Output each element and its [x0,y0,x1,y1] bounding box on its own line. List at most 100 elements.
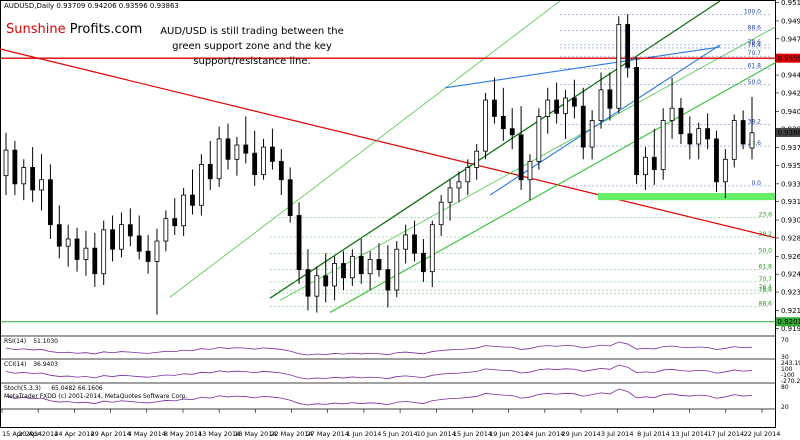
bearish-candle [190,194,195,206]
bearish-candle [145,250,151,262]
bullish-candle [119,224,124,250]
bullish-candle [21,167,27,185]
bullish-candle [722,158,728,183]
date-tick-label: 10 Jun 2014 [417,430,456,438]
price-badge [776,127,800,137]
indicator-value: 51.1030 [33,338,58,345]
trend-line [489,44,721,196]
bullish-candle [447,187,453,203]
price-tick-label: 0.94070 [781,108,800,116]
bullish-candle [163,218,169,242]
date-tick-label: 20 Apr 2014 [18,430,58,438]
indicator-line [5,364,753,380]
fib-upper-label: 61.8 [748,62,762,69]
bearish-candle [270,146,275,162]
bullish-candle [429,224,435,273]
fib-upper-label: 70.7 [748,50,762,57]
date-tick-label: 29 Apr 2014 [90,430,130,438]
bearish-candle [172,218,178,227]
price-tick-label: 0.93540 [781,162,800,170]
indicator-name: CCI(14) [4,361,26,368]
bearish-candle [385,269,391,291]
price-tick-label: 0.91945 [781,325,800,333]
bullish-candle [749,132,755,149]
bearish-candle [421,252,426,273]
bearish-candle [278,160,284,181]
price-tick-label: 0.93185 [781,198,800,206]
copyright-text: MetaTrader FXDD (c) 2001-2014, MetaQuote… [4,393,187,400]
indicator-level-label: 80 [781,384,789,391]
fib-lower-label: 38.2 [759,231,773,238]
fib-upper-label: 76.4 [748,42,762,49]
bullish-candle [669,107,675,121]
bearish-candle [651,156,657,170]
bullish-candle [474,150,480,168]
fib-upper-label: 100.0 [744,8,761,15]
price-tick-label: 0.95135 [781,0,800,7]
date-tick-label: 5 Jun 2014 [383,430,418,438]
bullish-candle [367,259,373,275]
bullish-candle [589,120,595,148]
symbol-ohlc-line: AUDUSD,Daily 0.93709 0.94206 0.93596 0.9… [4,2,179,10]
date-tick-label: 15 Apr 2014 [2,430,42,438]
fib-lower-label: 23.6 [759,212,773,219]
bearish-candle [678,107,684,135]
green-support-zone [598,193,775,201]
price-badge [776,317,800,327]
trend-line [169,0,561,298]
date-tick-label: 8 Jul 2014 [637,430,670,438]
fib-upper-label: 23.6 [748,140,762,147]
brand-part-1: Sunshine [6,22,70,37]
date-tick-label: 27 May 2014 [307,430,349,438]
bullish-candle [198,164,204,206]
price-tick-label: 0.93360 [781,180,800,188]
date-tick-label: 13 May 2014 [198,430,240,438]
bearish-candle [687,133,693,145]
fib-lower-label: 70.7 [759,276,773,283]
bearish-candle [12,149,18,185]
indicator-level-label: 70 [781,337,789,344]
fib-lower-label: 88.6 [759,300,773,307]
bearish-candle [207,164,213,180]
price-tick-label: 0.93715 [781,144,800,152]
bullish-candle [616,24,622,109]
trend-line [269,0,721,299]
bullish-candle [394,248,400,291]
indicator-level-label: 30 [781,354,789,361]
bullish-candle [456,181,462,189]
bearish-candle [296,215,302,271]
bullish-candle [598,89,604,121]
price-badge-label: 0.93863 [778,129,800,137]
bearish-candle [580,105,586,148]
bearish-candle [341,263,346,279]
chart-annotation: AUD/USD is still trading between the gre… [160,26,344,67]
date-tick-label: 15 Jun 2014 [453,430,492,438]
bullish-candle [527,160,533,181]
bullish-candle [403,234,409,250]
price-tick-label: 0.94955 [781,17,800,25]
date-tick-label: 19 Jun 2014 [489,430,528,438]
bearish-candle [412,234,417,254]
bullish-candle [483,99,488,152]
indicator-name: Stoch(5,3,3) [4,385,41,392]
price-tick-label: 0.92830 [781,234,800,242]
bullish-candle [660,120,666,170]
bearish-candle [571,97,577,107]
indicator-panes: RSI(14) 51.1030 70 30 CCI(14) 36.9403 243.1966… [1,335,800,411]
date-tick-label: 8 May 2014 [164,430,202,438]
bearish-candle [48,179,53,226]
price-badge-label: 0.92010 [778,318,800,326]
date-tick-label: 24 Jun 2014 [525,430,564,438]
bearish-candle [225,138,231,160]
main-price-pane: 100.088.678.676.470.761.850.038.223.60.0… [0,0,777,323]
price-tick-label: 0.92300 [781,289,800,297]
indicator-name: RSI(14) [4,338,26,345]
bullish-candle [731,120,737,160]
date-tick-label: 29 Jun 2014 [561,430,600,438]
date-tick-label: 24 Apr 2014 [54,430,94,438]
bullish-candle [438,201,444,226]
price-tick-label: 0.92650 [781,253,800,261]
bearish-candle [625,24,631,68]
